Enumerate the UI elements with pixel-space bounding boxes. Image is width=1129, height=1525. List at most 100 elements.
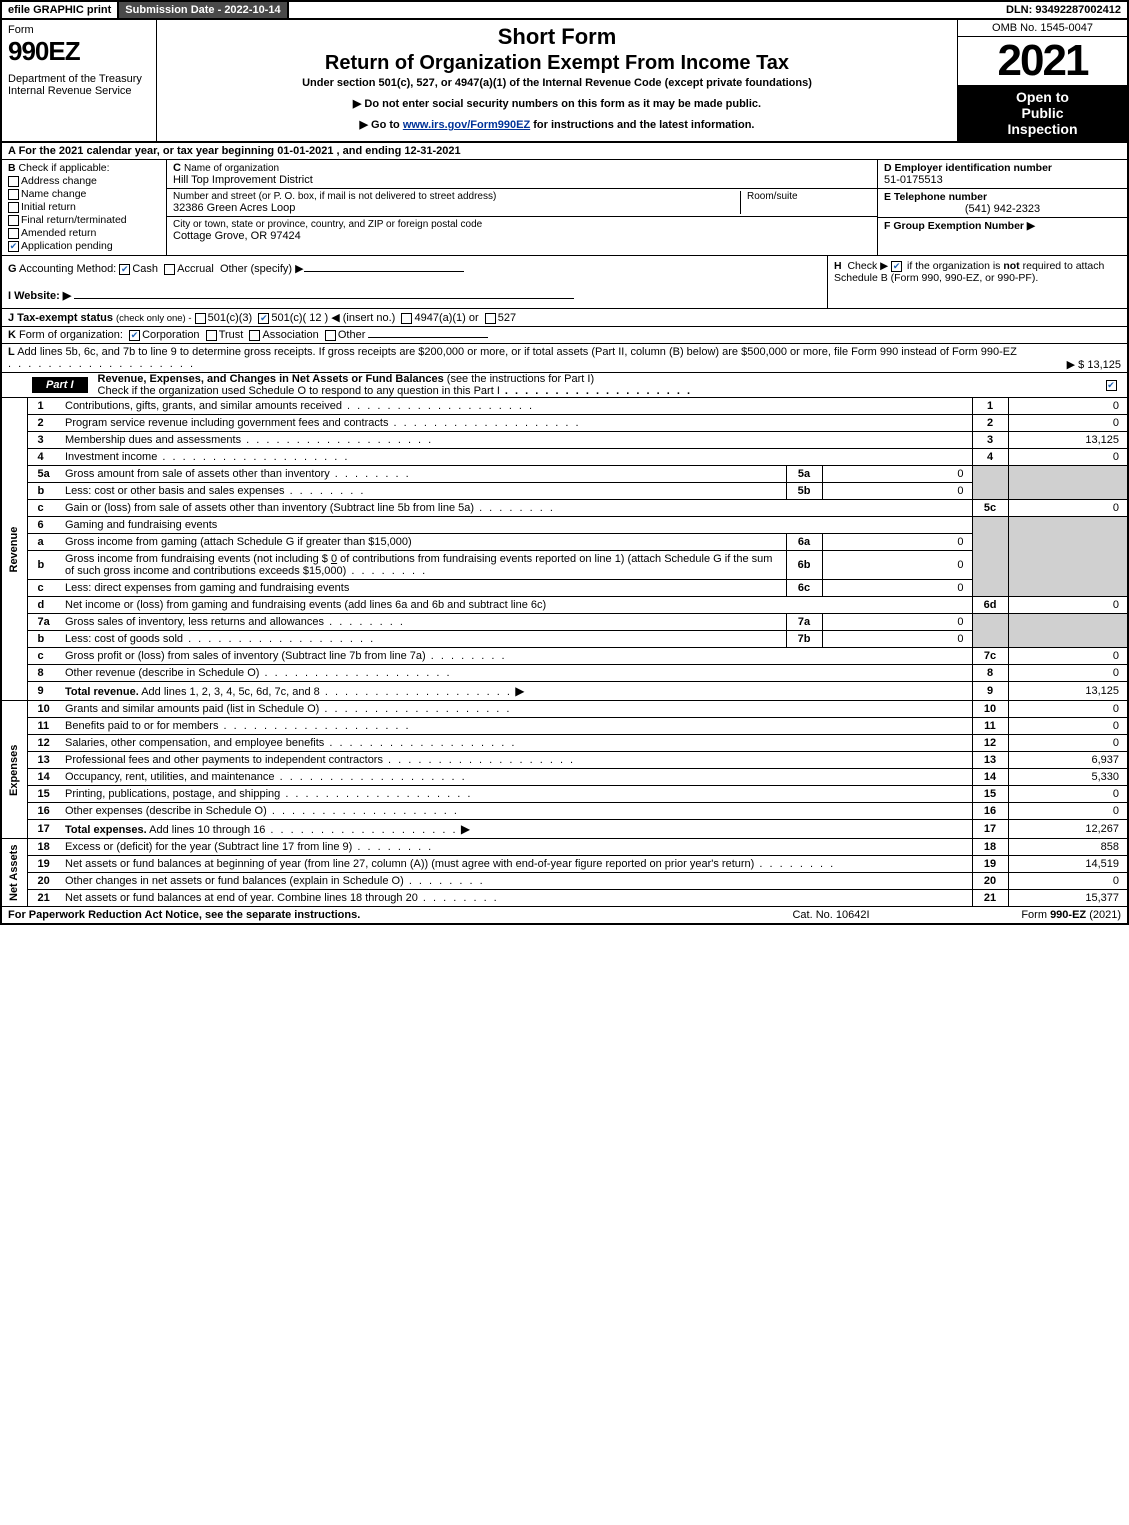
row-a-period: A For the 2021 calendar year, or tax yea…: [0, 143, 1129, 160]
line-18-value: 858: [1008, 839, 1128, 856]
subtitle: Under section 501(c), 527, or 4947(a)(1)…: [165, 77, 949, 89]
line-16: 16Other expenses (describe in Schedule O…: [1, 803, 1128, 820]
main-title: Return of Organization Exempt From Incom…: [165, 52, 949, 75]
org-name: Hill Top Improvement District: [173, 174, 313, 186]
header-right: OMB No. 1545-0047 2021 Open to Public In…: [957, 20, 1127, 141]
form-header: Form 990EZ Department of the Treasury In…: [0, 20, 1129, 143]
note-goto: ▶ Go to www.irs.gov/Form990EZ for instru…: [165, 118, 949, 131]
part-1-tab: Part I: [32, 377, 88, 393]
page-footer: For Paperwork Reduction Act Notice, see …: [0, 907, 1129, 925]
line-6a: a Gross income from gaming (attach Sched…: [1, 534, 1128, 551]
row-gh: G Accounting Method: Cash Accrual Other …: [0, 256, 1129, 309]
part-1-header: Part I Revenue, Expenses, and Changes in…: [0, 373, 1129, 398]
row-j-tax-status: J Tax-exempt status (check only one) - 5…: [0, 309, 1129, 327]
ein-label: D Employer identification number: [884, 162, 1121, 174]
chk-schedule-o-part1[interactable]: [1106, 380, 1117, 391]
line-6a-value: 0: [822, 534, 972, 551]
line-8: 8 Other revenue (describe in Schedule O)…: [1, 665, 1128, 682]
line-7b-value: 0: [822, 631, 972, 648]
dln-label: DLN: 93492287002412: [1000, 2, 1127, 18]
expenses-side-label: Expenses: [1, 701, 27, 839]
col-def: D Employer identification number 51-0175…: [877, 160, 1127, 255]
line-19: 19Net assets or fund balances at beginni…: [1, 856, 1128, 873]
omb-number: OMB No. 1545-0047: [958, 20, 1127, 37]
line-16-value: 0: [1008, 803, 1128, 820]
form-number: 990EZ: [8, 36, 150, 67]
chk-501c3[interactable]: [195, 313, 206, 324]
chk-address-change[interactable]: Address change: [8, 175, 160, 187]
short-form-title: Short Form: [165, 24, 949, 50]
paperwork-notice: For Paperwork Reduction Act Notice, see …: [8, 909, 721, 921]
row-k-form-org: K Form of organization: Corporation Trus…: [0, 327, 1129, 344]
line-7a: 7a Gross sales of inventory, less return…: [1, 614, 1128, 631]
line-6c-value: 0: [822, 580, 972, 597]
line-13-value: 6,937: [1008, 752, 1128, 769]
line-5a-value: 0: [822, 466, 972, 483]
chk-name-change[interactable]: Name change: [8, 188, 160, 200]
col-b-checkboxes: B Check if applicable: Address change Na…: [2, 160, 167, 255]
line-2: 2 Program service revenue including gove…: [1, 415, 1128, 432]
efile-label[interactable]: efile GRAPHIC print: [2, 2, 117, 18]
open-public-inspection: Open to Public Inspection: [958, 85, 1127, 141]
line-4-value: 0: [1008, 449, 1128, 466]
chk-amended-return[interactable]: Amended return: [8, 227, 160, 239]
line-5b: b Less: cost or other basis and sales ex…: [1, 483, 1128, 500]
top-bar: efile GRAPHIC print Submission Date - 20…: [0, 0, 1129, 20]
line-10: Expenses 10 Grants and similar amounts p…: [1, 701, 1128, 718]
line-2-value: 0: [1008, 415, 1128, 432]
gross-receipts-amt: ▶ $ 13,125: [1067, 358, 1121, 371]
chk-schedule-b-not-required[interactable]: [891, 261, 902, 272]
chk-501c[interactable]: [258, 313, 269, 324]
line-6d-value: 0: [1008, 597, 1128, 614]
chk-corporation[interactable]: [129, 330, 140, 341]
line-1-value: 0: [1008, 398, 1128, 415]
chk-association[interactable]: [249, 330, 260, 341]
org-city: Cottage Grove, OR 97424: [173, 230, 871, 242]
line-14: 14Occupancy, rent, utilities, and mainte…: [1, 769, 1128, 786]
form-footer-ref: Form 990-EZ (2021): [941, 909, 1121, 921]
line-3: 3 Membership dues and assessments 3 13,1…: [1, 432, 1128, 449]
chk-other-org[interactable]: [325, 330, 336, 341]
chk-accrual[interactable]: [164, 264, 175, 275]
row-l-gross-receipts: L Add lines 5b, 6c, and 7b to line 9 to …: [0, 344, 1129, 373]
chk-trust[interactable]: [206, 330, 217, 341]
chk-application-pending[interactable]: Application pending: [8, 240, 160, 252]
line-4: 4 Investment income 4 0: [1, 449, 1128, 466]
line-20-value: 0: [1008, 873, 1128, 890]
header-center: Short Form Return of Organization Exempt…: [157, 20, 957, 141]
line-5c: c Gain or (loss) from sale of assets oth…: [1, 500, 1128, 517]
header-left: Form 990EZ Department of the Treasury In…: [2, 20, 157, 141]
revenue-side-label: Revenue: [1, 398, 27, 701]
cat-no: Cat. No. 10642I: [721, 909, 941, 921]
line-15: 15Printing, publications, postage, and s…: [1, 786, 1128, 803]
chk-final-return[interactable]: Final return/terminated: [8, 214, 160, 226]
line-7a-value: 0: [822, 614, 972, 631]
line-11: 11Benefits paid to or for members110: [1, 718, 1128, 735]
chk-4947[interactable]: [401, 313, 412, 324]
line-5b-value: 0: [822, 483, 972, 500]
line-20: 20Other changes in net assets or fund ba…: [1, 873, 1128, 890]
line-18: Net Assets 18 Excess or (deficit) for th…: [1, 839, 1128, 856]
irs-link[interactable]: www.irs.gov/Form990EZ: [403, 119, 530, 131]
website-row: I Website: ▶: [8, 289, 821, 302]
line-6: 6 Gaming and fundraising events: [1, 517, 1128, 534]
chk-527[interactable]: [485, 313, 496, 324]
line-9-value: 13,125: [1008, 682, 1128, 701]
phone-label: E Telephone number: [884, 191, 1121, 203]
line-14-value: 5,330: [1008, 769, 1128, 786]
line-5c-value: 0: [1008, 500, 1128, 517]
line-13: 13Professional fees and other payments t…: [1, 752, 1128, 769]
chk-initial-return[interactable]: Initial return: [8, 201, 160, 213]
line-12-value: 0: [1008, 735, 1128, 752]
netassets-side-label: Net Assets: [1, 839, 27, 907]
h-schedule-b: H Check ▶ if the organization is not req…: [827, 256, 1127, 308]
line-7c-value: 0: [1008, 648, 1128, 665]
phone-value: (541) 942-2323: [884, 203, 1121, 215]
chk-cash[interactable]: [119, 264, 130, 275]
org-street: 32386 Green Acres Loop: [173, 202, 734, 214]
line-7c: c Gross profit or (loss) from sales of i…: [1, 648, 1128, 665]
col-c-org-info: C Name of organization Hill Top Improvem…: [167, 160, 877, 255]
line-19-value: 14,519: [1008, 856, 1128, 873]
line-1: Revenue 1 Contributions, gifts, grants, …: [1, 398, 1128, 415]
note-ssn: ▶ Do not enter social security numbers o…: [165, 97, 949, 110]
